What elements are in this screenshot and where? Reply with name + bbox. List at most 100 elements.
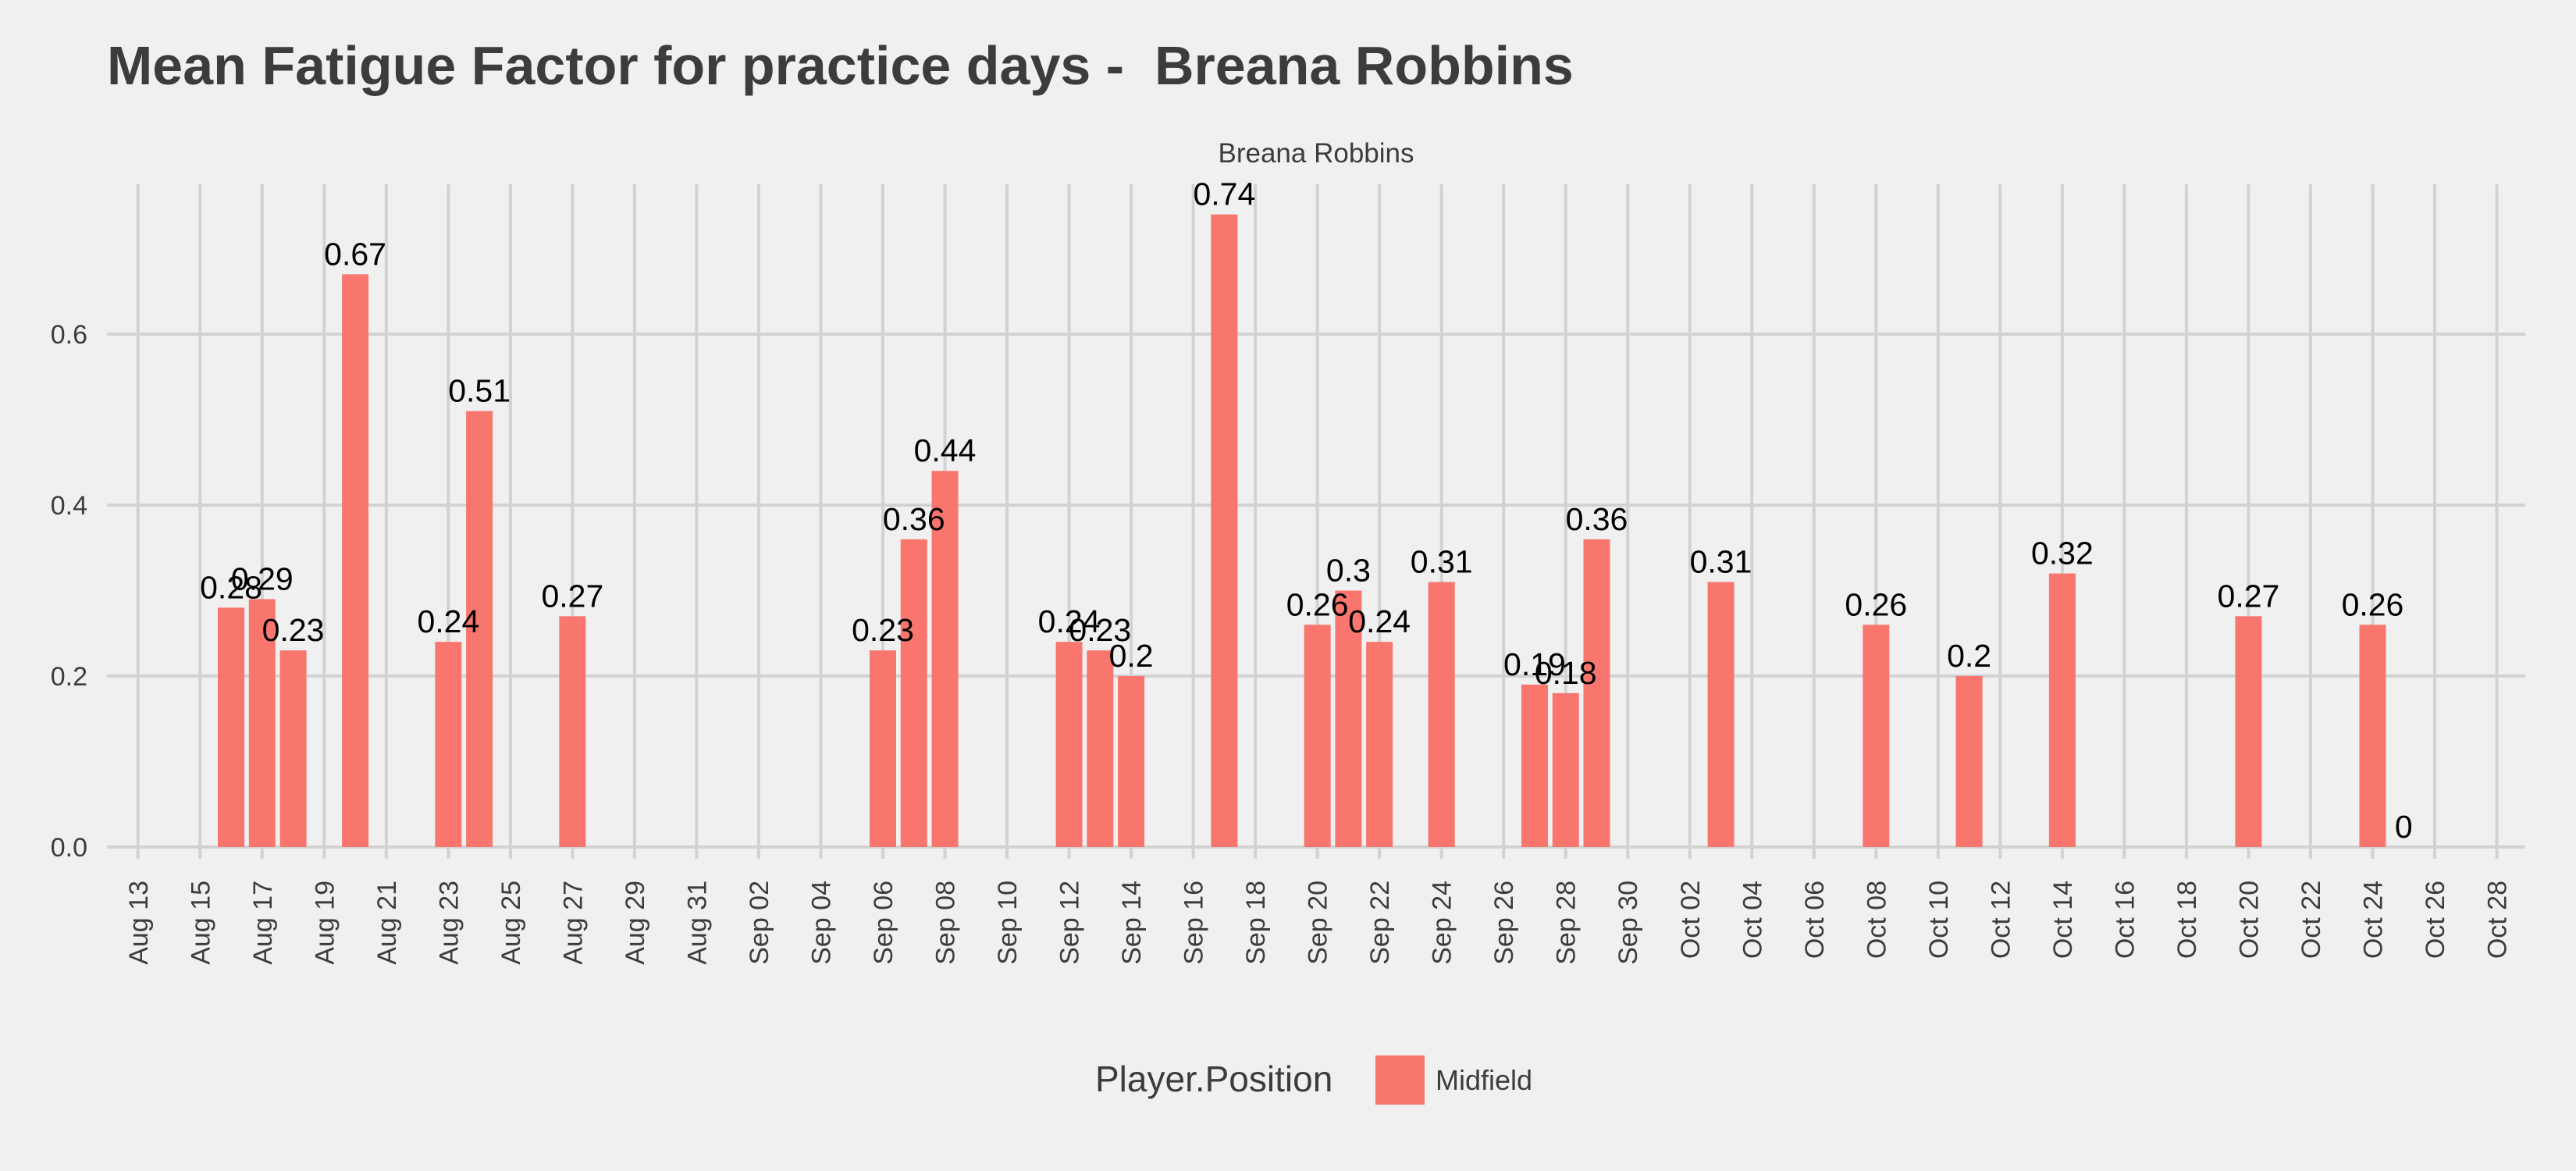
y-tick-label: 0.0	[51, 833, 87, 863]
bar-value-label: 0.2	[1109, 638, 1154, 674]
x-tick-label: Sep 20	[1304, 881, 1333, 965]
bar-value-label: 0	[2395, 809, 2413, 845]
x-tick-label: Sep 02	[745, 881, 774, 965]
y-tick-label: 0.2	[51, 662, 87, 692]
x-tick-label: Aug 19	[310, 881, 340, 965]
bar-value-label: 0.67	[324, 236, 386, 272]
bar	[931, 471, 959, 847]
x-tick-label: Oct 18	[2172, 881, 2202, 959]
x-tick-label: Sep 14	[1117, 881, 1147, 965]
bar	[1055, 642, 1083, 847]
bar	[1707, 582, 1735, 847]
x-tick-label: Sep 30	[1614, 881, 1643, 965]
bar	[435, 642, 462, 847]
facet-label: Breana Robbins	[1219, 138, 1414, 169]
x-tick-label: Oct 10	[1924, 881, 1954, 959]
bar	[248, 599, 276, 847]
x-tick-label: Sep 28	[1552, 881, 1582, 965]
x-tick-label: Aug 17	[248, 881, 278, 965]
x-tick-label: Oct 20	[2234, 881, 2264, 959]
x-tick-label: Oct 28	[2483, 881, 2513, 959]
x-tick-label: Oct 26	[2421, 881, 2450, 959]
x-tick-label: Sep 24	[1428, 881, 1457, 965]
bar-value-label: 0.26	[1286, 586, 1349, 622]
legend-key-midfield	[1375, 1055, 1425, 1105]
bar	[279, 650, 307, 847]
x-tick-label: Sep 10	[993, 881, 1023, 965]
x-tick-label: Aug 21	[372, 881, 402, 965]
bar	[218, 607, 245, 847]
bar	[559, 616, 586, 847]
bar-value-label: 0.24	[417, 603, 479, 639]
bar	[2235, 616, 2262, 847]
x-tick-label: Sep 04	[806, 881, 836, 965]
bar	[1118, 676, 1145, 847]
x-tick-label: Oct 04	[1738, 881, 1767, 959]
data-labels: 0.280.29 0.23 0.67 0.24 0.51 0.27 0.23 0.36 0.44…	[200, 176, 2413, 845]
x-tick-label: Aug 23	[434, 881, 464, 965]
x-tick-label: Oct 12	[1986, 881, 2016, 959]
bar-value-label: 0.18	[1535, 655, 1597, 691]
bar-value-label: 0.2	[1947, 638, 1991, 674]
bar-value-label: 0.26	[2342, 586, 2404, 622]
bar	[2048, 573, 2076, 847]
bar-value-label: 0.51	[448, 373, 511, 409]
bars	[218, 214, 2386, 848]
bar-value-label: 0.36	[1566, 501, 1628, 537]
bar	[1521, 684, 1548, 847]
legend-label-midfield: Midfield	[1436, 1064, 1532, 1096]
x-tick-label: Sep 18	[1241, 881, 1271, 965]
bar-value-label: 0.23	[852, 612, 914, 648]
bar	[1335, 590, 1362, 847]
legend: Player.Position Midfield	[1095, 1055, 1532, 1105]
bar-value-label: 0.74	[1193, 176, 1255, 212]
bar-value-label: 0.36	[883, 501, 945, 537]
x-tick-label: Sep 08	[931, 881, 961, 965]
bar-value-label: 0.19	[1503, 646, 1566, 682]
bar-value-label: 0.31	[1411, 544, 1473, 580]
bar	[1366, 642, 1393, 847]
bar	[900, 539, 927, 847]
y-axis-ticks: 0.0 0.2 0.4 0.6	[51, 320, 87, 863]
x-tick-label: Oct 08	[1862, 881, 1891, 959]
bar	[466, 411, 493, 847]
bar	[1955, 676, 1983, 847]
x-tick-label: Oct 16	[2110, 881, 2140, 959]
y-tick-label: 0.4	[51, 491, 87, 521]
bar-value-label: 0.44	[914, 432, 977, 468]
bar	[1428, 582, 1455, 847]
bar-value-label: 0.29	[231, 561, 294, 596]
x-tick-label: Oct 24	[2358, 881, 2388, 959]
x-tick-label: Oct 06	[1800, 881, 1830, 959]
x-tick-label: Oct 14	[2048, 881, 2078, 959]
x-tick-label: Aug 13	[124, 881, 154, 965]
bar	[1087, 650, 1114, 847]
x-tick-label: Sep 22	[1365, 881, 1395, 965]
bar-value-label: 0.27	[2218, 578, 2280, 614]
x-tick-label: Sep 06	[869, 881, 898, 965]
bar	[342, 274, 369, 848]
x-tick-label: Oct 22	[2297, 881, 2326, 959]
x-tick-label: Sep 12	[1055, 881, 1085, 965]
x-tick-label: Aug 31	[682, 881, 712, 965]
legend-title: Player.Position	[1095, 1059, 1332, 1099]
bar-value-label: 0.26	[1845, 586, 1907, 622]
bar	[1211, 214, 1238, 847]
bar	[1304, 625, 1331, 847]
x-tick-label: Sep 16	[1179, 881, 1209, 965]
bar-value-label: 0.23	[262, 612, 325, 648]
bar	[1583, 539, 1610, 847]
x-axis-ticks: Aug 13 Aug 15 Aug 17 Aug 19 Aug 21 Aug 23 Aug …	[124, 881, 2513, 965]
bar-value-label: 0.24	[1038, 603, 1101, 639]
y-tick-label: 0.6	[51, 320, 87, 350]
x-tick-label: Aug 27	[558, 881, 588, 965]
bar-value-label: 0.24	[1348, 603, 1411, 639]
x-tick-label: Sep 26	[1489, 881, 1519, 965]
bar-value-label: 0.28	[200, 569, 262, 605]
bar-value-label: 0.32	[2031, 536, 2094, 571]
bar-value-label: 0.3	[1326, 553, 1371, 589]
bar-value-label: 0.31	[1690, 544, 1752, 580]
x-tick-label: Oct 02	[1676, 881, 1706, 959]
chart-title: Mean Fatigue Factor for practice days - …	[107, 35, 1574, 96]
